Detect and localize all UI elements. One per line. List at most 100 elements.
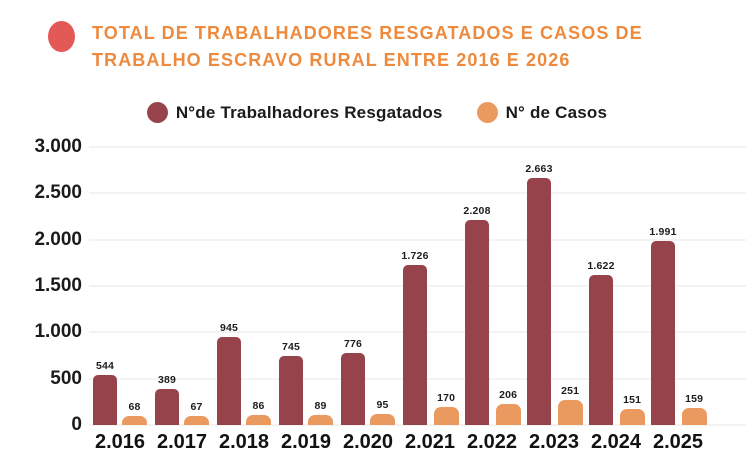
value-label-casos-2.018: 86 <box>252 400 265 413</box>
y-axis-tick-label: 0 <box>71 414 82 435</box>
legend-dot-casos-icon <box>476 102 498 123</box>
legend-dot-resgatados-icon <box>146 102 168 123</box>
bar-with-label: 170 <box>433 392 459 425</box>
bar-with-label: 151 <box>619 394 645 425</box>
x-axis-tick-label: 2.020 <box>342 431 394 453</box>
bar-resgatados-2.019 <box>279 355 303 425</box>
chart-title-line2: TRABALHO ESCRAVO RURAL ENTRE 2016 E 2026 <box>92 50 571 70</box>
bar-resgatados-2.017 <box>155 388 179 425</box>
bar-group-2.021: 1.726 170 <box>399 250 461 425</box>
y-axis-tick-label: 1.500 <box>34 275 82 296</box>
bar-resgatados-2.024 <box>589 274 613 425</box>
value-label-casos-2.025: 159 <box>685 393 704 406</box>
bar-resgatados-2.016 <box>93 374 117 425</box>
bar-with-label: 89 <box>308 400 333 425</box>
bar-casos-2.024 <box>619 409 645 425</box>
legend-label-casos: N° de Casos <box>505 102 608 122</box>
bar-group-2.016: 544 68 <box>89 360 151 425</box>
y-axis-tick-label: 2.500 <box>34 182 82 204</box>
value-label-casos-2.020: 95 <box>376 399 389 412</box>
bar-resgatados-2.023 <box>527 178 551 425</box>
bar-casos-2.016 <box>122 416 147 425</box>
x-axis-tick-label: 2.016 <box>94 431 146 453</box>
bar-with-label: 544 <box>93 360 117 425</box>
bar-group-2.018: 945 86 <box>213 322 275 425</box>
bar-group-2.024: 1.622 151 <box>585 260 647 425</box>
value-label-casos-2.016: 68 <box>128 401 141 413</box>
bar-resgatados-2.020 <box>341 353 365 425</box>
value-label-resgatados-2.020: 776 <box>343 338 363 351</box>
bar-resgatados-2.022 <box>465 220 489 425</box>
value-label-casos-2.019: 89 <box>314 399 327 412</box>
bar-group-2.023: 2.663 251 <box>523 163 585 425</box>
legend-item-casos: N° de Casos <box>476 102 608 123</box>
gridline <box>89 146 746 148</box>
legend-item-resgatados: N°de Trabalhadores Resgatados <box>146 102 443 123</box>
y-axis-tick-label: 1.000 <box>34 321 82 343</box>
value-label-resgatados-2.023: 2.663 <box>525 163 553 176</box>
bar-casos-2.020 <box>370 414 395 425</box>
x-axis-tick-label: 2.025 <box>652 431 704 453</box>
bar-group-2.020: 776 95 <box>337 338 399 425</box>
bar-group-2.025: 1.991 159 <box>647 226 709 425</box>
value-label-resgatados-2.025: 1.991 <box>649 225 677 238</box>
bar-with-label: 95 <box>370 399 395 425</box>
legend-label-resgatados: N°de Trabalhadores Resgatados <box>175 102 443 122</box>
x-axis-tick-label: 2.021 <box>404 431 456 453</box>
x-axis-tick-label: 2.017 <box>156 431 208 453</box>
bar-with-label: 745 <box>279 341 303 425</box>
bar-with-label: 389 <box>155 374 179 425</box>
bar-with-label: 1.726 <box>401 250 428 425</box>
bar-with-label: 206 <box>495 388 521 425</box>
bar-casos-2.023 <box>557 399 583 425</box>
value-label-casos-2.022: 206 <box>499 388 518 401</box>
bar-with-label: 1.991 <box>649 226 676 425</box>
bar-casos-2.025 <box>681 408 707 425</box>
value-label-resgatados-2.017: 389 <box>157 373 177 386</box>
legend: N°de Trabalhadores Resgatados N° de Caso… <box>0 102 754 123</box>
bar-group-2.017: 389 67 <box>151 374 213 425</box>
value-label-casos-2.024: 151 <box>623 394 642 407</box>
gridline <box>89 192 746 194</box>
value-label-casos-2.021: 170 <box>437 392 456 405</box>
bar-casos-2.022 <box>495 403 521 425</box>
plot-area: 3.000 2.500 2.000 1.500 1.000 500 0 544 68 2.016 3… <box>34 136 746 453</box>
x-axis-tick-label: 2.023 <box>528 431 580 453</box>
bar-casos-2.017 <box>184 416 209 425</box>
chart-title-line1: TOTAL DE TRABALHADORES RESGATADOS E CASO… <box>92 23 643 43</box>
bar-resgatados-2.025 <box>651 240 675 425</box>
gridline <box>89 239 746 241</box>
bar-with-label: 776 <box>341 338 365 425</box>
bar-with-label: 251 <box>557 384 583 425</box>
bar-group-2.022: 2.208 206 <box>461 205 523 425</box>
gridline <box>89 424 746 426</box>
bar-casos-2.021 <box>433 407 459 425</box>
value-label-resgatados-2.018: 945 <box>219 322 239 335</box>
bar-with-label: 86 <box>246 400 271 425</box>
x-axis-tick-label: 2.022 <box>466 431 518 453</box>
bar-with-label: 68 <box>122 401 147 425</box>
value-label-resgatados-2.016: 544 <box>95 359 115 372</box>
chart-title: TOTAL DE TRABALHADORES RESGATADOS E CASO… <box>92 20 643 74</box>
bar-casos-2.019 <box>308 414 333 425</box>
value-label-casos-2.017: 67 <box>190 401 203 413</box>
bar-with-label: 159 <box>681 393 707 425</box>
value-label-resgatados-2.021: 1.726 <box>401 250 429 263</box>
bar-casos-2.018 <box>246 415 271 425</box>
bar-resgatados-2.018 <box>217 337 241 425</box>
bar-with-label: 67 <box>184 401 209 425</box>
bar-group-2.019: 745 89 <box>275 341 337 425</box>
x-axis-tick-label: 2.019 <box>280 431 332 453</box>
y-axis-tick-label: 500 <box>50 367 82 389</box>
bullet-circle-icon <box>48 21 75 52</box>
x-axis-tick-label: 2.018 <box>218 431 270 453</box>
bar-with-label: 1.622 <box>587 260 614 425</box>
x-axis-tick-label: 2.024 <box>590 431 642 453</box>
y-axis-tick-label: 3.000 <box>34 136 82 157</box>
bar-with-label: 945 <box>217 322 241 425</box>
value-label-casos-2.023: 251 <box>561 384 580 397</box>
bar-with-label: 2.208 <box>463 205 490 425</box>
bar-with-label: 2.663 <box>525 163 552 425</box>
value-label-resgatados-2.019: 745 <box>281 340 301 353</box>
